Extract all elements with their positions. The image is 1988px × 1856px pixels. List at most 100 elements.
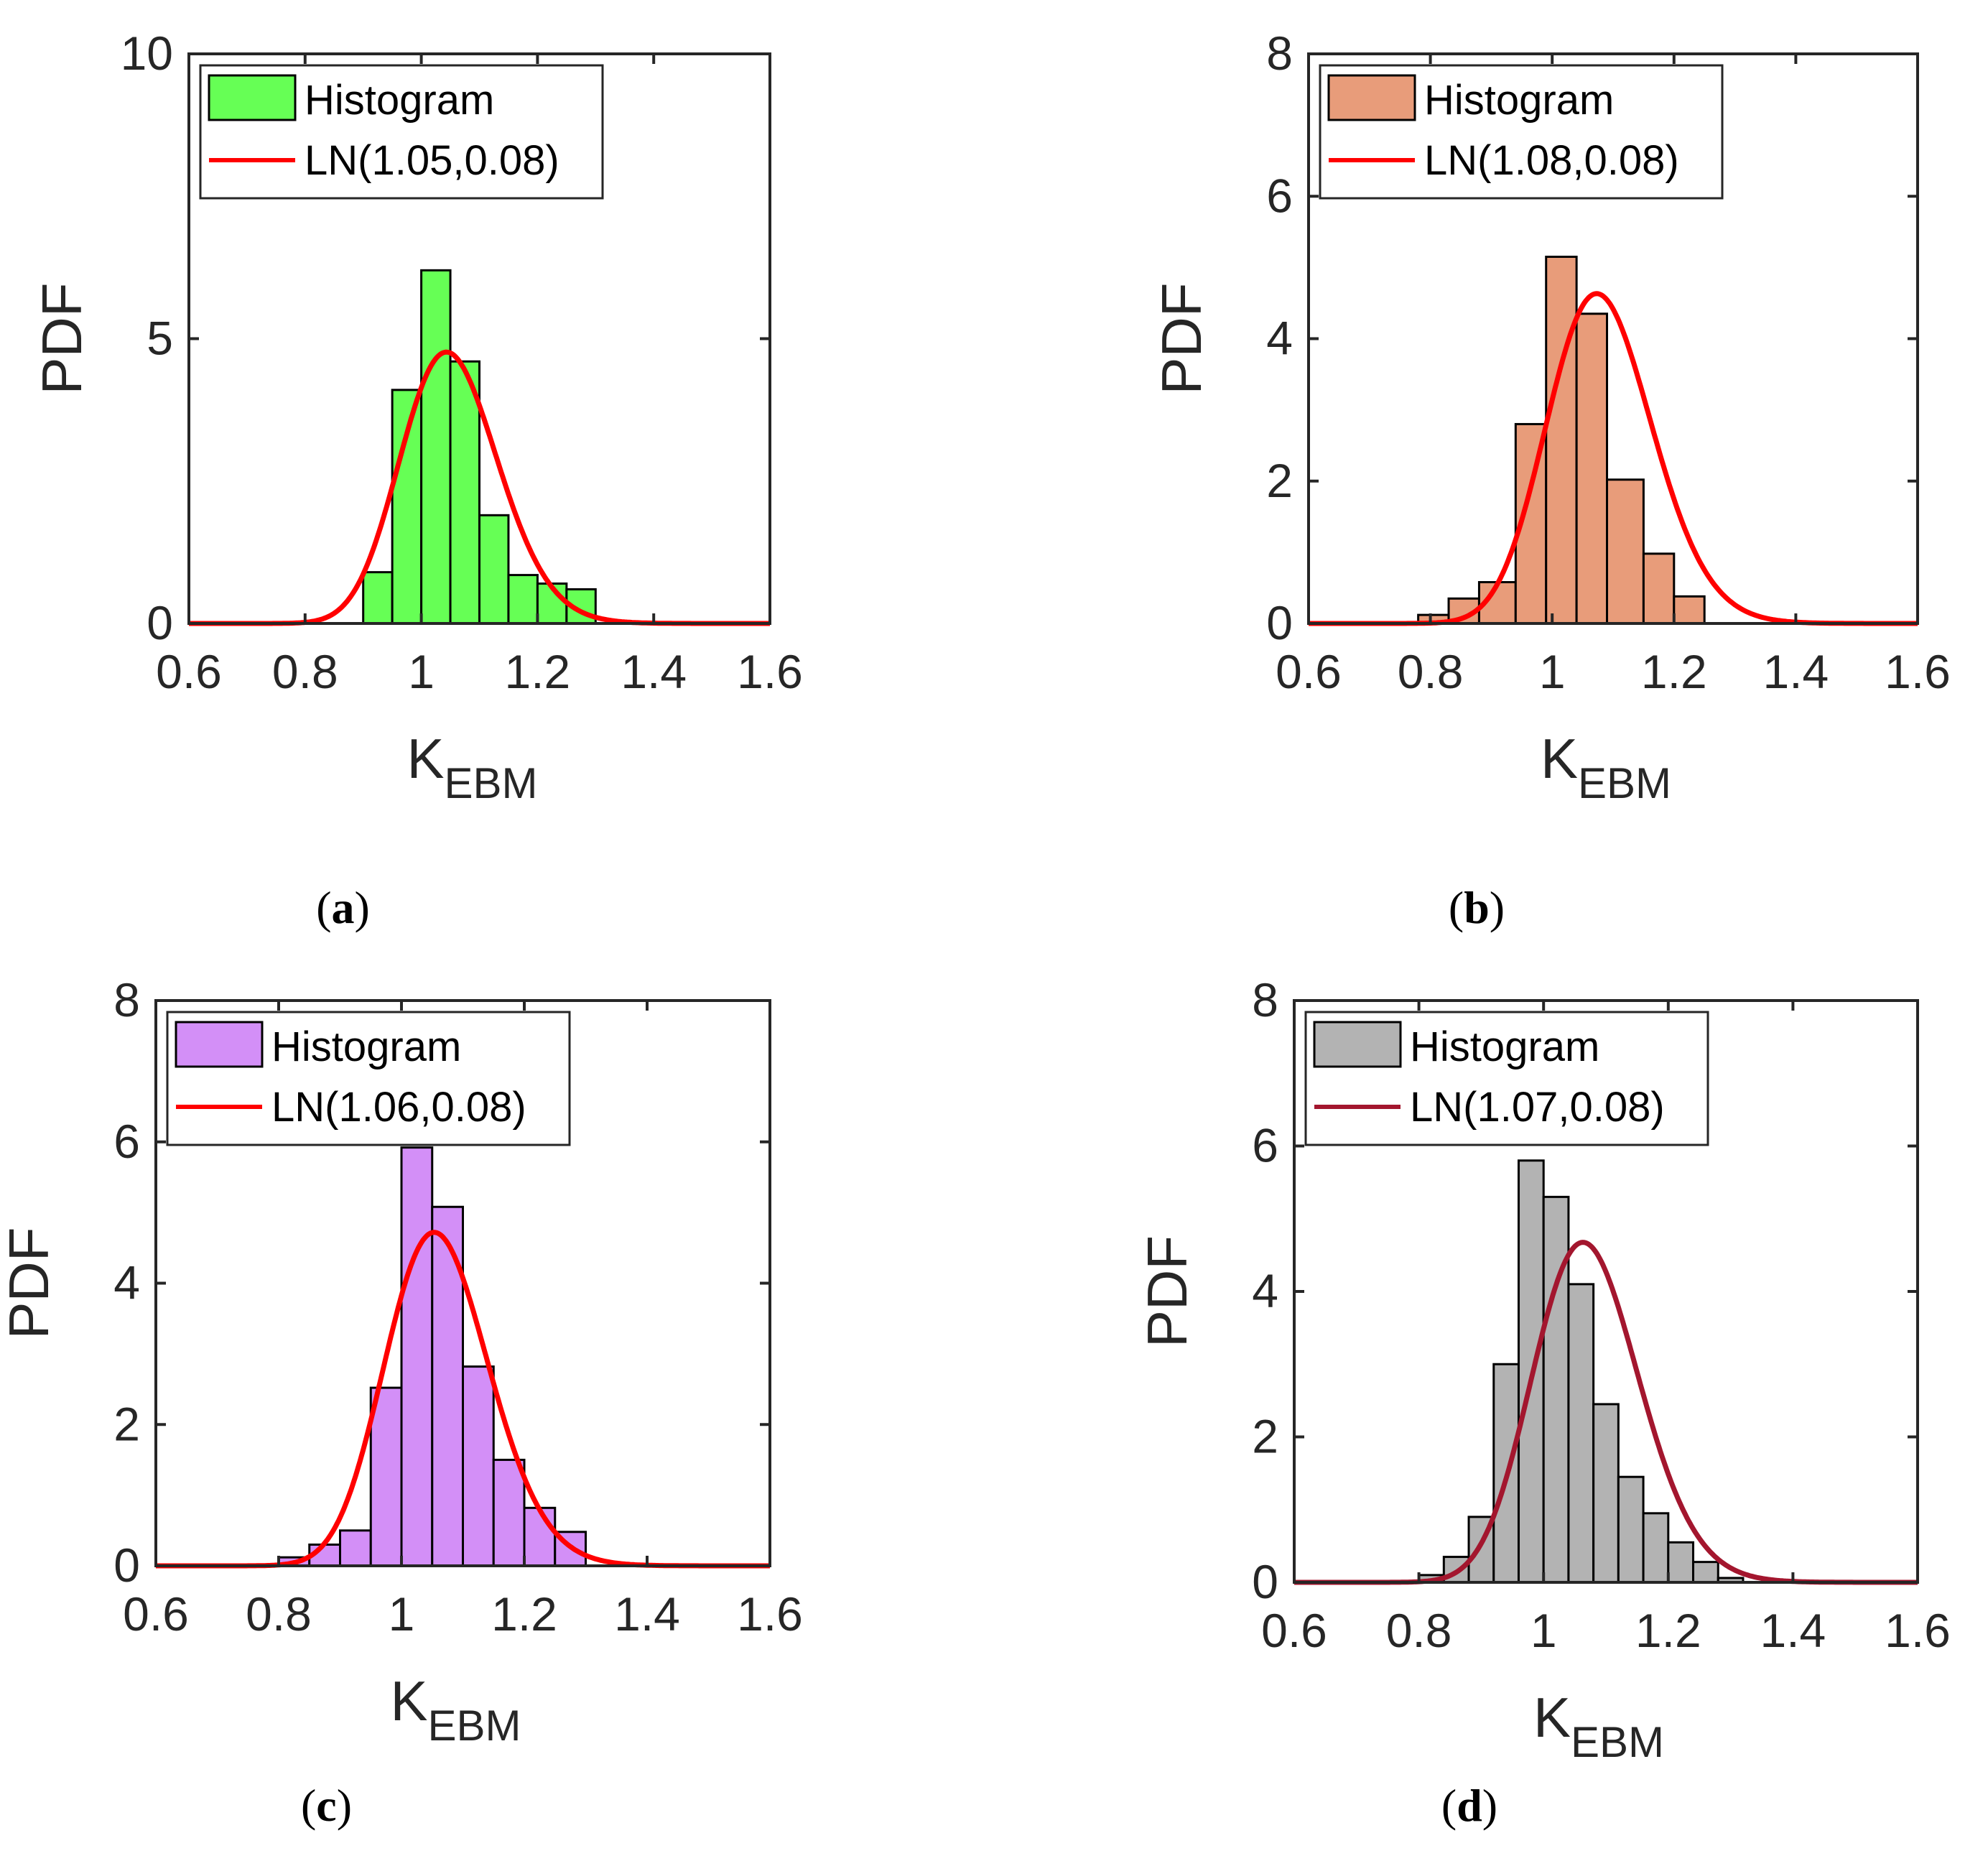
y-tick-label: 6 <box>1266 169 1293 222</box>
histogram-bar <box>1642 552 1676 625</box>
x-tick-label: 1.4 <box>621 645 687 698</box>
x-tick-label: 1.2 <box>1641 645 1707 698</box>
legend: Histogram LN(1.07,0.08) <box>1304 1011 1709 1146</box>
histogram-bar <box>420 269 452 625</box>
x-axis-label-subscript: EBM <box>1571 1718 1664 1766</box>
histogram-bar <box>1692 1561 1719 1584</box>
histogram-bar <box>1673 595 1706 625</box>
histogram-bar <box>1667 1541 1695 1584</box>
y-tick-label: 6 <box>113 1115 140 1168</box>
x-axis-label: KEBM <box>1533 1686 1664 1766</box>
y-axis-label: PDF <box>1135 1235 1199 1347</box>
axes-frame <box>1293 999 1919 1584</box>
x-tick-label: 1.4 <box>1763 645 1829 698</box>
x-axis-label-subscript: EBM <box>445 759 538 807</box>
histogram-bar <box>369 1386 403 1567</box>
y-tick-label: 0 <box>1266 596 1293 649</box>
x-axis-label: KEBM <box>390 1669 521 1750</box>
y-tick-label: 2 <box>1252 1410 1278 1463</box>
y-axis-label: PDF <box>1150 283 1213 395</box>
y-tick-label: 5 <box>147 312 173 365</box>
panel-caption-letter: a <box>332 882 355 933</box>
histogram-bar <box>1517 1159 1545 1584</box>
y-tick-label: 2 <box>113 1397 140 1450</box>
y-tick-label: 8 <box>1252 973 1278 1026</box>
panel-d: 0.6 0.8 1 1.2 1.4 1.6 0 2 4 6 8 PDF KEBM Histogram… <box>1135 973 1951 1831</box>
histogram-bar <box>1575 312 1609 625</box>
panel-a: 0.6 0.8 1 1.2 1.4 1.6 0 5 10 PDF KEBM Histogram … <box>30 27 803 933</box>
legend-histogram-label: Histogram <box>305 77 494 124</box>
x-tick-label: 0.8 <box>1398 645 1464 698</box>
x-tick-label: 1.2 <box>505 645 571 698</box>
legend-fit-label: LN(1.08,0.08) <box>1424 137 1679 184</box>
histogram-bar <box>1617 1475 1645 1584</box>
y-tick-label: 4 <box>1252 1264 1278 1317</box>
axes-frame <box>154 999 771 1567</box>
plot-area: 0.6 0.8 1 1.2 1.4 1.6 0 2 4 6 8 <box>1252 973 1951 1657</box>
y-tick-label: 0 <box>147 596 173 649</box>
panel-b: 0.6 0.8 1 1.2 1.4 1.6 0 2 4 6 8 PDF KEBM Histogram… <box>1150 27 1951 933</box>
histogram-bar <box>1642 1512 1670 1584</box>
x-tick-label: 1.4 <box>614 1587 680 1641</box>
legend-histogram-label: Histogram <box>1410 1024 1599 1070</box>
histogram-bar <box>1606 478 1645 625</box>
x-tick-label: 1.2 <box>491 1587 557 1641</box>
legend-histogram-swatch <box>208 74 297 121</box>
panel-caption: (a) <box>316 882 370 933</box>
y-tick-label: 4 <box>113 1256 140 1309</box>
legend-fit-label: LN(1.05,0.08) <box>305 137 559 184</box>
x-axis-label: KEBM <box>1541 727 1671 807</box>
histogram-bar <box>1545 256 1578 625</box>
histogram-bar <box>362 571 394 625</box>
axes-frame <box>187 52 771 625</box>
y-tick-label: 10 <box>121 27 173 80</box>
histogram-bar <box>523 1506 557 1567</box>
legend-fit-label: LN(1.07,0.08) <box>1410 1084 1665 1131</box>
x-tick-label: 0.8 <box>1386 1604 1452 1657</box>
x-tick-label: 1.6 <box>737 645 803 698</box>
x-tick-label: 0.8 <box>246 1587 312 1641</box>
y-tick-label: 2 <box>1266 454 1293 507</box>
x-axis-label-main: K <box>407 727 444 790</box>
x-tick-label: 1 <box>408 645 435 698</box>
y-axis-label: PDF <box>0 1228 60 1340</box>
x-tick-label: 0.6 <box>156 645 222 698</box>
y-tick-label: 6 <box>1252 1119 1278 1172</box>
x-tick-label: 0.6 <box>123 1587 189 1641</box>
y-tick-label: 8 <box>1266 27 1293 80</box>
histogram-bar <box>462 1365 495 1567</box>
panel-caption-letter: c <box>316 1780 336 1831</box>
panel-caption: (d) <box>1441 1780 1497 1831</box>
legend-histogram-label: Histogram <box>271 1024 461 1070</box>
histogram-bar <box>449 360 480 625</box>
legend-histogram-swatch <box>175 1021 264 1068</box>
y-tick-label: 0 <box>1252 1555 1278 1608</box>
histogram-bar <box>400 1146 434 1567</box>
histogram-bar <box>1567 1283 1595 1584</box>
panel-caption: (b) <box>1449 882 1505 933</box>
x-tick-label: 1.4 <box>1760 1604 1826 1657</box>
x-axis-label-main: K <box>390 1669 427 1732</box>
legend: Histogram LN(1.05,0.08) <box>199 64 604 200</box>
x-tick-label: 1.6 <box>1885 645 1951 698</box>
legend-histogram-swatch <box>1327 74 1416 121</box>
x-axis-label: KEBM <box>407 727 537 807</box>
x-tick-label: 1.6 <box>1885 1604 1951 1657</box>
x-tick-label: 0.8 <box>272 645 338 698</box>
panel-caption-letter: b <box>1464 882 1490 933</box>
panel-c: 0.6 0.8 1 1.2 1.4 1.6 0 2 4 6 8 PDF KEBM Histogram… <box>0 973 803 1831</box>
panel-caption: (c) <box>301 1780 352 1831</box>
x-tick-label: 1.2 <box>1635 1604 1701 1657</box>
x-axis-label-subscript: EBM <box>428 1702 521 1750</box>
legend: Histogram LN(1.08,0.08) <box>1319 64 1724 200</box>
x-axis-label-subscript: EBM <box>1578 759 1671 807</box>
y-tick-label: 8 <box>113 973 140 1026</box>
x-tick-label: 0.6 <box>1261 1604 1327 1657</box>
y-tick-label: 4 <box>1266 312 1293 365</box>
panel-caption-letter: d <box>1457 1780 1482 1831</box>
histogram-bar <box>339 1529 372 1567</box>
histogram-bar <box>1542 1195 1570 1584</box>
x-tick-label: 1 <box>389 1587 415 1641</box>
x-tick-label: 1 <box>1531 1604 1557 1657</box>
